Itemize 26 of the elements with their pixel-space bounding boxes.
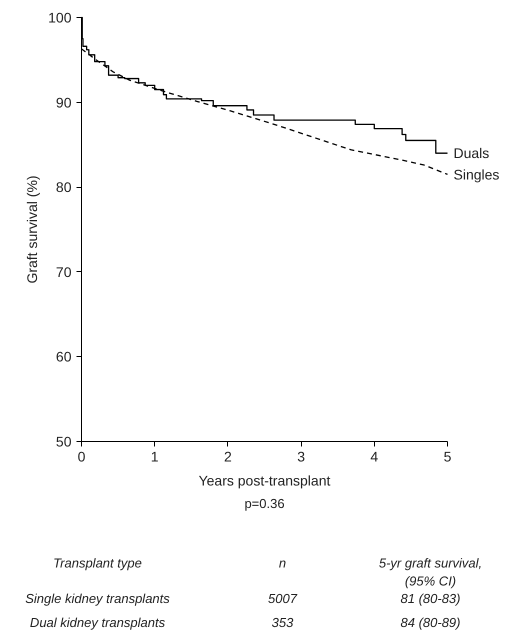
- x-axis-title: Years post-transplant: [198, 472, 330, 488]
- y-tick-label: 90: [56, 94, 72, 110]
- text: Transplant type: [53, 556, 142, 570]
- text: 353: [272, 615, 294, 630]
- x-tick-label: 1: [150, 448, 159, 464]
- series-label: Singles: [454, 166, 500, 182]
- y-tick-label: 70: [56, 264, 72, 280]
- text: 84 (80-89): [400, 615, 460, 630]
- y-tick-label: 60: [56, 348, 72, 365]
- x-tick-label: 0: [78, 448, 86, 464]
- series-label: Duals: [454, 145, 490, 162]
- y-tick-label: 80: [56, 179, 72, 196]
- text: Dual kidney transplants: [30, 615, 166, 630]
- x-tick-label: 2: [224, 448, 232, 464]
- text: 81 (80-83): [400, 591, 460, 606]
- x-tick-label: 5: [444, 448, 452, 464]
- y-axis-title: Graft survival (%): [24, 175, 40, 284]
- text: p=0.36: [244, 496, 285, 511]
- text: Single kidney transplants: [25, 591, 170, 606]
- text: 5-yr graft survival, (95% CI): [378, 556, 482, 588]
- x-tick-label: 3: [297, 448, 306, 464]
- y-tick-label: 100: [48, 10, 72, 26]
- text: 5007: [268, 591, 298, 606]
- y-tick-label: 50: [56, 434, 72, 450]
- x-tick-label: 4: [370, 448, 378, 464]
- text: n: [278, 556, 286, 570]
